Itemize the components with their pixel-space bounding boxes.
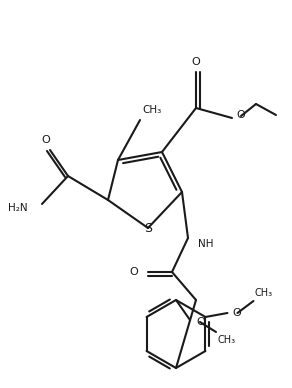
Text: CH₃: CH₃ xyxy=(142,105,161,115)
Text: NH: NH xyxy=(198,239,213,249)
Text: O: O xyxy=(236,110,245,120)
Text: O: O xyxy=(42,135,51,145)
Text: S: S xyxy=(144,222,152,234)
Text: O: O xyxy=(232,308,241,318)
Text: CH₃: CH₃ xyxy=(217,335,235,345)
Text: CH₃: CH₃ xyxy=(254,288,272,298)
Text: O: O xyxy=(192,57,200,67)
Text: O: O xyxy=(196,317,205,327)
Text: O: O xyxy=(129,267,138,277)
Text: H₂N: H₂N xyxy=(8,203,28,213)
